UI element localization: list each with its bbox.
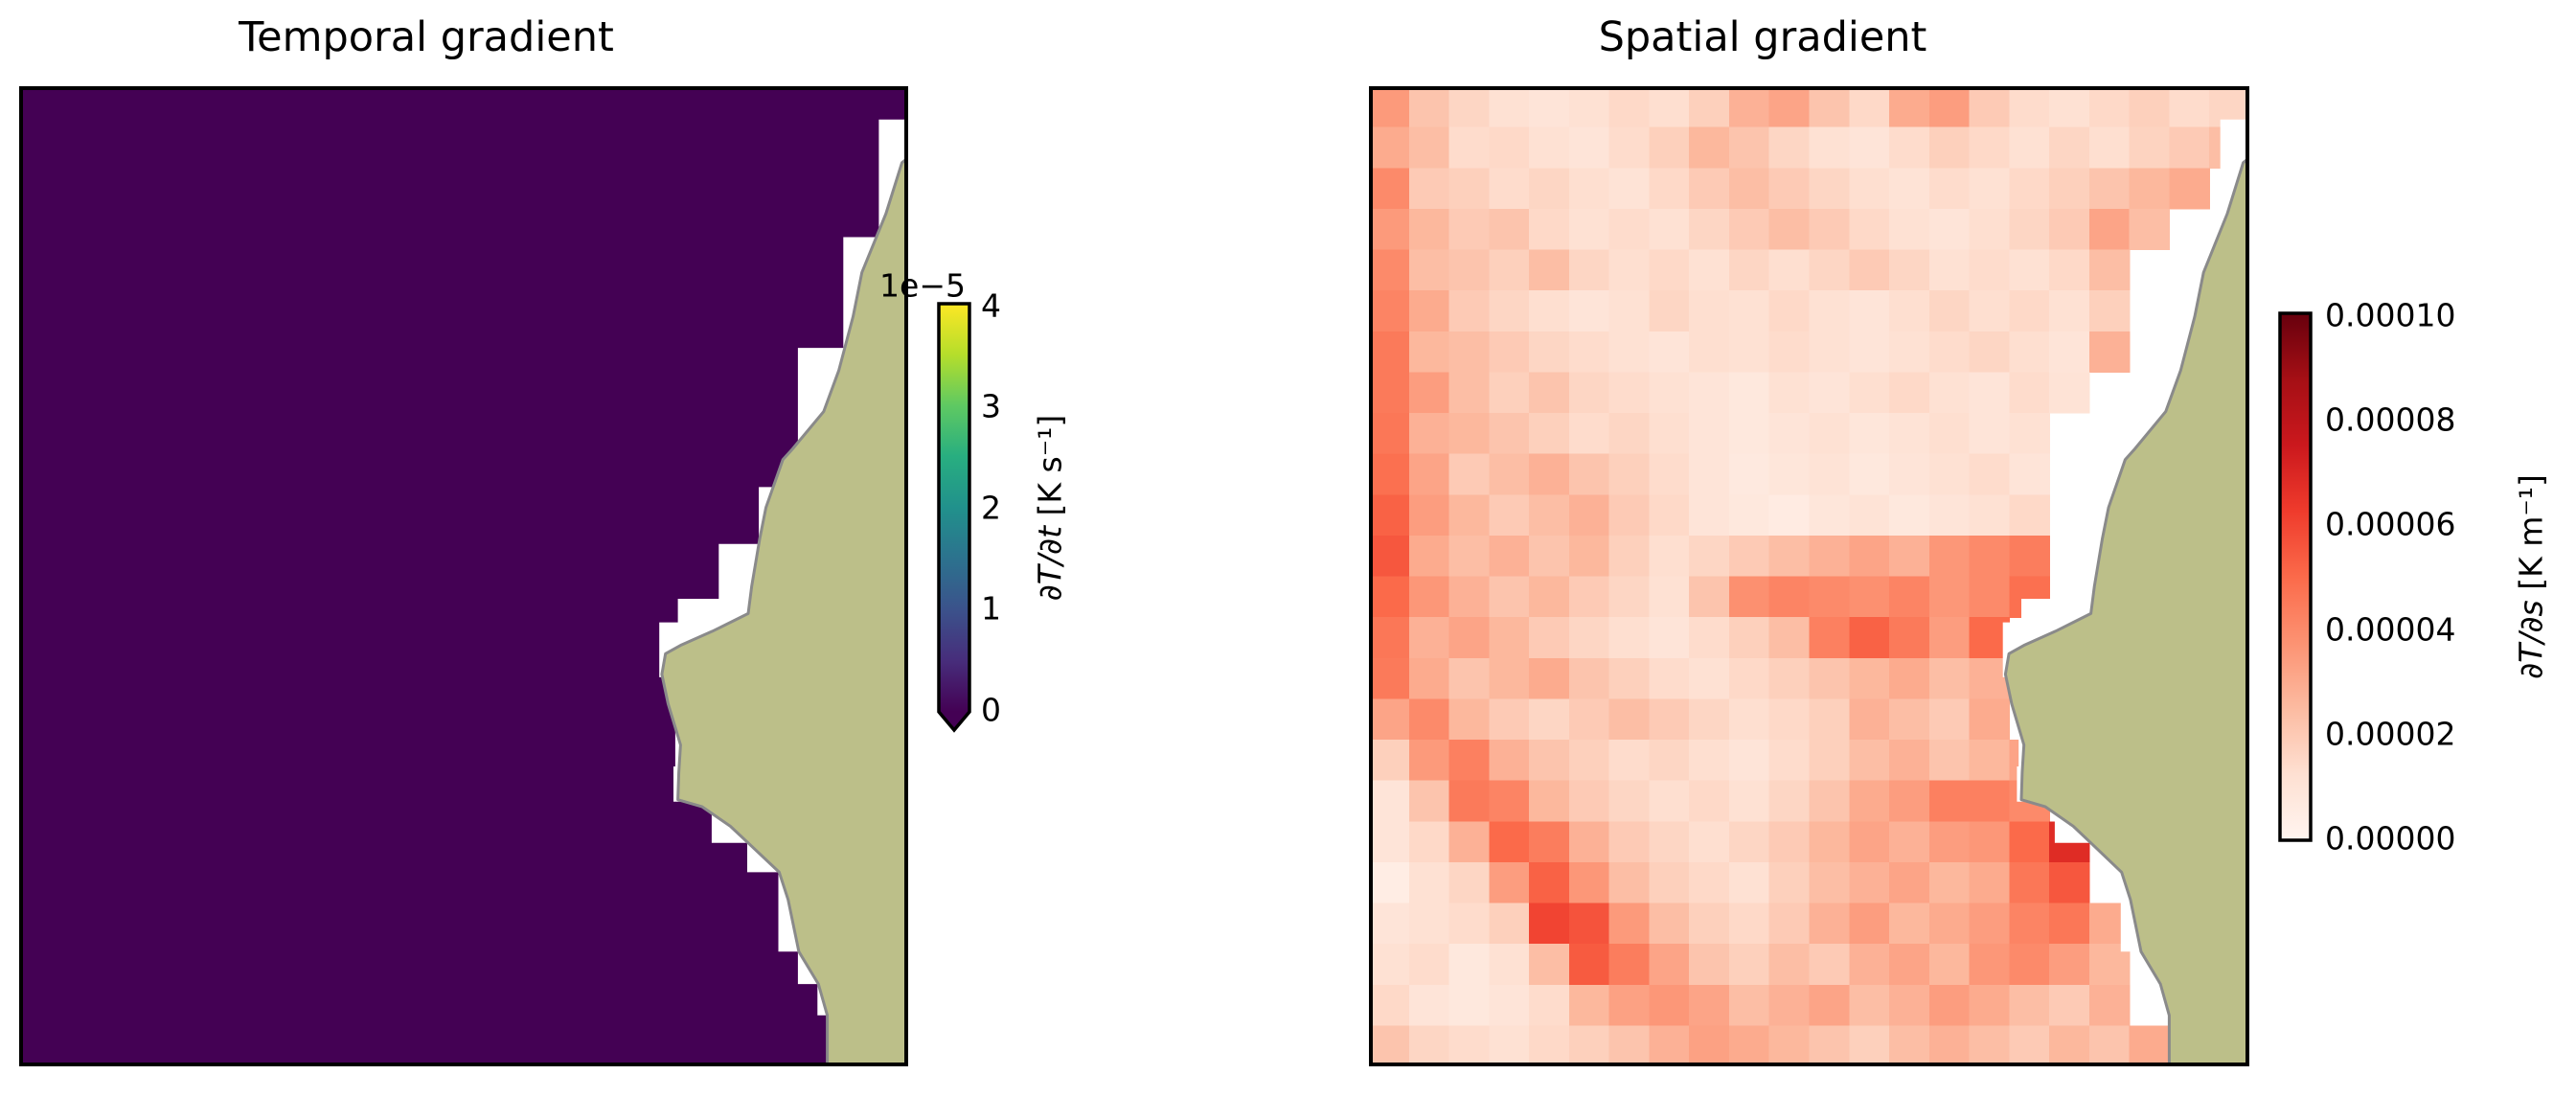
panel-title-spatial: Spatial gradient — [1598, 13, 1927, 61]
colorbar-tick-label: 0.00006 — [2325, 505, 2456, 543]
colorbar-label-unit: [K s⁻¹] — [1031, 414, 1069, 526]
colorbar-tick-label: 4 — [981, 286, 1001, 325]
panel-title-temporal: Temporal gradient — [239, 13, 614, 61]
colorbar-tick-label: 0.00010 — [2325, 296, 2456, 334]
temporal-heatmap — [19, 86, 908, 1066]
colorbar-offset-label: 1e−5 — [879, 266, 966, 305]
colorbar-label-unit: [K m⁻¹] — [2512, 474, 2550, 601]
colorbar-tick-label: 0.00002 — [2325, 715, 2456, 753]
temporal-colorbar — [937, 302, 971, 733]
spatial-colorbar — [2278, 311, 2313, 842]
colorbar-tick-label: 0.00000 — [2325, 819, 2456, 857]
colorbar-tick-label: 0 — [981, 691, 1001, 729]
colorbar-tick-label: 0.00004 — [2325, 610, 2456, 649]
colorbar-tick-label: 1 — [981, 589, 1001, 628]
spatial-colorbar-label: ∂T/∂s [K m⁻¹] — [2512, 474, 2550, 679]
spatial-heatmap — [1369, 86, 2249, 1066]
colorbar-label-math: ∂T/∂s — [2512, 600, 2550, 679]
colorbar-tick-label: 3 — [981, 387, 1001, 425]
colorbar-tick-label: 2 — [981, 489, 1001, 527]
colorbar-label-math: ∂T/∂t — [1031, 525, 1069, 602]
temporal-colorbar-label: ∂T/∂t [K s⁻¹] — [1031, 414, 1069, 602]
colorbar-tick-label: 0.00008 — [2325, 400, 2456, 439]
